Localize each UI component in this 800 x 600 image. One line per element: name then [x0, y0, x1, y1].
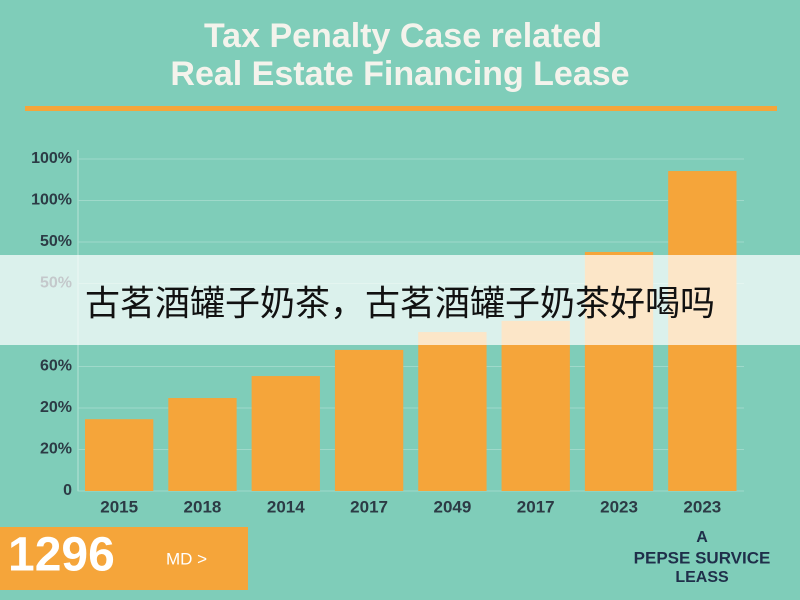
y-tick-label: 50% [40, 233, 72, 250]
x-tick-label: 2023 [683, 497, 721, 516]
y-tick-label: 0 [63, 482, 72, 499]
y-tick-label: 60% [40, 358, 72, 375]
x-tick-label: 2023 [600, 497, 638, 516]
footer-note: LEASS [675, 569, 729, 586]
banner-text: 古茗酒罐子奶茶，古茗酒罐子奶茶好喝吗 [85, 284, 715, 323]
banner [0, 255, 800, 345]
footer-note: PEPSE SURVICE [634, 548, 771, 567]
chart-title: Tax Penalty Case related [204, 17, 602, 55]
x-tick-label: 2017 [350, 497, 388, 516]
title-rule [25, 106, 777, 111]
badge-number: 1296 [8, 529, 115, 582]
x-tick-label: 2014 [267, 497, 305, 516]
y-tick-label: 20% [40, 399, 72, 416]
bar [418, 332, 487, 491]
bar [251, 376, 320, 491]
bar [334, 349, 404, 491]
y-tick-label: 20% [40, 441, 72, 458]
x-tick-label: 2049 [433, 497, 471, 516]
bar [501, 320, 570, 491]
y-tick-label: 100% [31, 150, 72, 167]
x-tick-label: 2015 [100, 497, 138, 516]
footer-note: A [696, 529, 708, 546]
badge [0, 527, 248, 590]
x-tick-label: 2018 [184, 497, 222, 516]
bar [168, 398, 237, 491]
badge-unit: MD > [166, 549, 207, 568]
y-tick-label: 100% [31, 192, 72, 209]
chart-title: Real Estate Financing Lease [170, 55, 629, 93]
bar [84, 419, 154, 491]
x-tick-label: 2017 [517, 497, 555, 516]
